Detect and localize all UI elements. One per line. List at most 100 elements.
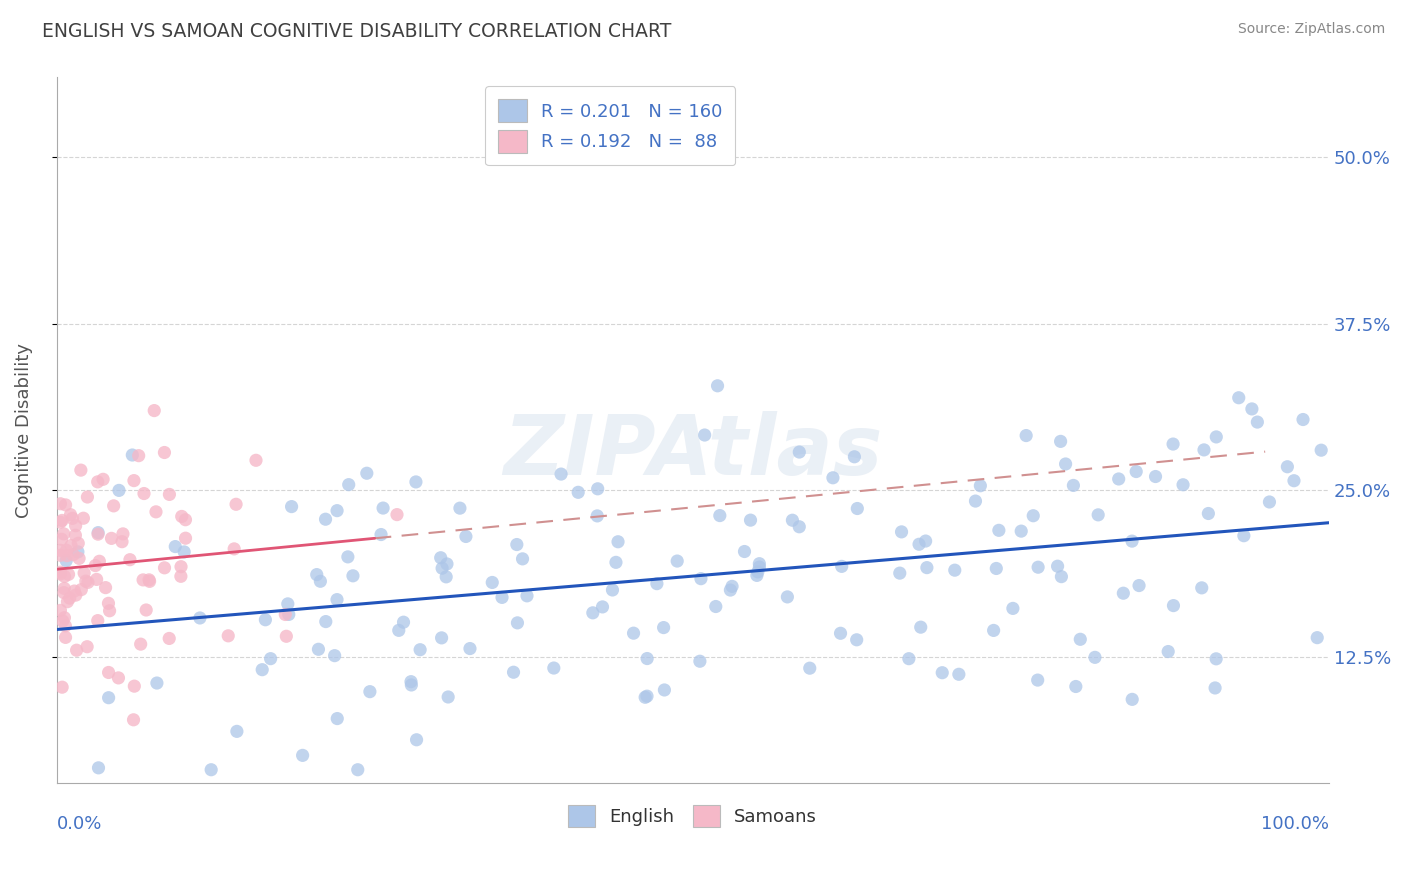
Point (704, 599, 727, 614)
Point (66, 545, 89, 559)
Point (145, 505, 167, 519)
Point (449, 501, 471, 516)
Point (55, 631, 77, 645)
Point (652, 621, 675, 635)
Text: Source: ZipAtlas.com: Source: ZipAtlas.com (1237, 22, 1385, 37)
Point (1197, 507, 1219, 521)
Point (1144, 469, 1167, 483)
Point (337, 477, 360, 491)
Point (605, 555, 627, 569)
Point (654, 683, 676, 698)
Point (602, 582, 624, 597)
Point (323, 648, 346, 663)
Point (170, 569, 193, 583)
Point (111, 534, 134, 549)
Point (49, 565, 72, 579)
Point (776, 590, 799, 604)
Point (87, 525, 110, 540)
Point (77, 575, 100, 590)
Point (55, 554, 77, 568)
Point (586, 482, 609, 496)
Point (51, 533, 73, 547)
Point (1277, 459, 1299, 474)
Point (67, 536, 90, 550)
Point (217, 629, 239, 643)
Point (748, 560, 770, 574)
Point (1191, 581, 1213, 595)
Point (174, 531, 197, 545)
Point (1015, 428, 1038, 442)
Point (740, 513, 762, 527)
Point (60, 539, 83, 553)
Point (170, 559, 193, 574)
Point (342, 569, 364, 583)
Point (91, 472, 114, 486)
Point (748, 557, 770, 571)
Point (51, 513, 73, 527)
Point (97, 596, 120, 610)
Point (49, 603, 72, 617)
Point (62, 511, 84, 525)
Point (65, 528, 87, 542)
Point (405, 475, 427, 489)
Point (86, 573, 108, 587)
Point (146, 676, 169, 690)
Point (830, 626, 852, 640)
Point (845, 632, 868, 647)
Point (138, 573, 160, 587)
Text: 0.0%: 0.0% (56, 814, 103, 833)
Point (385, 508, 408, 522)
Point (76, 640, 98, 654)
Point (1240, 401, 1263, 416)
Point (124, 679, 146, 693)
Point (586, 508, 609, 523)
Point (799, 661, 821, 675)
Point (915, 560, 938, 574)
Point (986, 561, 1008, 575)
Point (157, 487, 180, 501)
Point (49, 548, 72, 562)
Point (1010, 524, 1032, 538)
Point (259, 651, 281, 665)
Point (782, 513, 804, 527)
Point (1026, 560, 1049, 574)
Point (1128, 578, 1150, 592)
Point (107, 671, 129, 685)
Point (56, 549, 79, 563)
Point (97, 665, 120, 680)
Point (55, 498, 77, 512)
Point (1049, 434, 1071, 449)
Point (690, 572, 713, 586)
Point (128, 449, 150, 463)
Point (250, 663, 273, 677)
Point (73, 566, 96, 580)
Point (401, 678, 423, 692)
Point (430, 561, 453, 575)
Point (1310, 443, 1333, 458)
Point (51, 680, 73, 694)
Point (274, 607, 297, 622)
Point (943, 563, 966, 577)
Point (59, 508, 82, 522)
Y-axis label: Cognitive Disability: Cognitive Disability (15, 343, 32, 517)
Point (291, 748, 314, 763)
Point (965, 494, 987, 508)
Point (931, 665, 953, 680)
Point (747, 565, 769, 579)
Point (87, 761, 110, 775)
Point (409, 642, 432, 657)
Point (245, 453, 267, 467)
Point (122, 713, 145, 727)
Point (709, 508, 731, 523)
Point (65, 643, 87, 657)
Text: ZIPAtlas: ZIPAtlas (503, 411, 883, 491)
Point (70, 582, 93, 597)
Point (49, 515, 72, 529)
Point (76, 490, 98, 504)
Point (170, 509, 193, 524)
Point (315, 512, 337, 526)
Point (129, 637, 152, 651)
Point (787, 520, 810, 534)
Point (326, 712, 349, 726)
Point (491, 591, 513, 605)
